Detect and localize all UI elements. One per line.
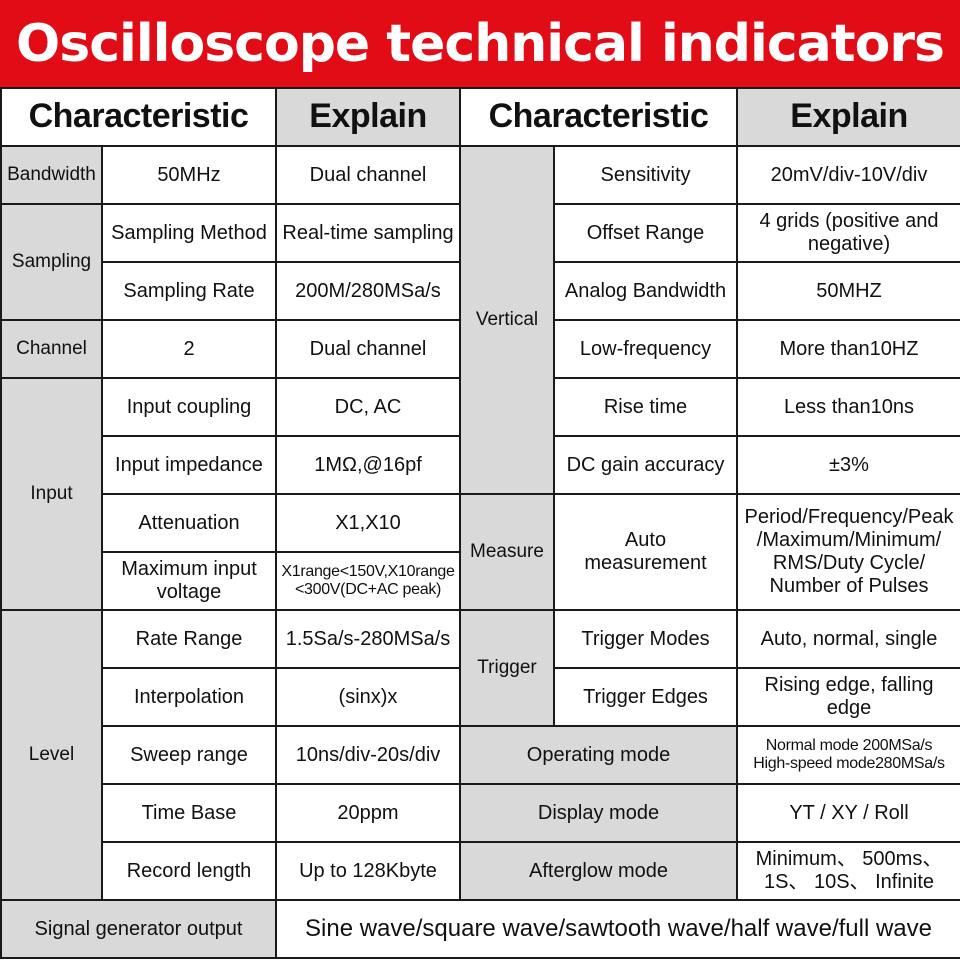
- table-row: Input Input coupling DC, AC Rise time Le…: [0, 377, 960, 611]
- footer-row: Signal generator output Sine wave/square…: [0, 899, 960, 959]
- trigger-modes-explain: Auto, normal, single: [736, 609, 960, 669]
- max-voltage-explain: X1range<150V,X10range <300V(DC+AC peak): [275, 551, 461, 611]
- input-impedance-label: Input impedance: [101, 435, 277, 495]
- category-channel: Channel: [0, 319, 103, 379]
- offset-range-explain: 4 grids (positive and negative): [736, 203, 960, 263]
- measure-explain-line-1: Period/Frequency/Peak: [744, 506, 954, 528]
- trigger-edges-explain: Rising edge, falling edge: [736, 667, 960, 727]
- spec-table: Characteristic Explain Characteristic Ex…: [0, 87, 960, 959]
- dc-gain-explain: ±3%: [736, 435, 960, 495]
- sampling-rate-label: Sampling Rate: [101, 261, 277, 321]
- auto-measurement-label: Auto measurement: [553, 493, 738, 611]
- afterglow-mode-explain: Minimum、 500ms、 1S、 10S、 Infinite: [736, 841, 960, 901]
- offset-range-explain-line-1: 4 grids (positive and: [759, 210, 939, 232]
- category-trigger: Trigger: [459, 609, 555, 727]
- offset-range-explain-line-2: negative): [807, 233, 891, 255]
- table-row: Attenuation X1,X10 Measure Auto measureme…: [1, 493, 960, 611]
- bandwidth-explain: Dual channel: [275, 145, 461, 205]
- table-row: Maximum input voltage X1range<150V,X10ran…: [1, 551, 960, 611]
- category-bandwidth: Bandwidth: [0, 145, 103, 205]
- sensitivity-label: Sensitivity: [553, 145, 738, 205]
- analog-bandwidth-explain: 50MHZ: [736, 261, 960, 321]
- table-row: Sampling Rate 200M/280MSa/s Analog Bandw…: [1, 261, 960, 321]
- trigger-modes-label: Trigger Modes: [553, 609, 738, 669]
- dc-gain-label: DC gain accuracy: [553, 435, 738, 495]
- display-mode-explain: YT / XY / Roll: [736, 783, 960, 843]
- sampling-method-label: Sampling Method: [101, 203, 277, 263]
- page-title: Oscilloscope technical indicators: [16, 13, 945, 74]
- header-characteristic-right: Characteristic: [459, 87, 738, 147]
- measure-explain-line-2: /Maximum/Minimum/: [756, 529, 942, 551]
- sampling-method-explain: Real-time sampling: [275, 203, 461, 263]
- operating-mode-explain-line-2: High-speed mode280MSa/s: [753, 755, 945, 772]
- max-voltage-label-line-1: Maximum input: [121, 558, 257, 580]
- record-length-label: Record length: [101, 841, 277, 901]
- rate-range-explain: 1.5Sa/s-280MSa/s: [275, 609, 461, 669]
- time-base-explain: 20ppm: [275, 783, 461, 843]
- low-frequency-label: Low-frequency: [553, 319, 738, 379]
- table-row: Input impedance 1MΩ,@16pf DC gain accura…: [1, 435, 960, 495]
- afterglow-explain-line-1: Minimum、 500ms、: [755, 848, 943, 870]
- low-frequency-explain: More than10HZ: [736, 319, 960, 379]
- operating-mode-explain-line-1: Normal mode 200MSa/s: [765, 736, 933, 754]
- category-vertical: Vertical: [459, 145, 555, 495]
- category-sampling: Sampling: [0, 203, 103, 321]
- category-level: Level: [0, 609, 103, 901]
- rate-range-label: Rate Range: [101, 609, 277, 669]
- table-row: Channel 2 Dual channel Low-frequency Mor…: [0, 319, 960, 379]
- time-base-label: Time Base: [101, 783, 277, 843]
- category-input: Input: [0, 377, 103, 611]
- input-coupling-explain: DC, AC: [275, 377, 461, 437]
- record-length-explain: Up to 128Kbyte: [275, 841, 461, 901]
- afterglow-mode-label: Afterglow mode: [459, 841, 738, 901]
- sweep-range-label: Sweep range: [101, 725, 277, 785]
- attenuation-label: Attenuation: [101, 493, 277, 553]
- header-explain-right: Explain: [736, 87, 960, 147]
- channel-value: 2: [101, 319, 277, 379]
- table-row: Level Rate Range 1.5Sa/s-280MSa/s Trigge…: [0, 609, 960, 901]
- table-row: Record length Up to 128Kbyte Afterglow m…: [1, 841, 960, 901]
- interpolation-explain: (sinx)x: [275, 667, 461, 727]
- table-row: Time Base 20ppm Display mode YT / XY / R…: [1, 783, 960, 843]
- table-row: Sweep range 10ns/div-20s/div Operating m…: [1, 725, 960, 785]
- table-row: Interpolation (sinx)x Trigger Edges Risi…: [1, 667, 960, 727]
- offset-range-label: Offset Range: [553, 203, 738, 263]
- display-mode-label: Display mode: [459, 783, 738, 843]
- interpolation-label: Interpolation: [101, 667, 277, 727]
- max-voltage-label-line-2: voltage: [156, 581, 222, 603]
- max-voltage-explain-line-1: X1range<150V,X10range: [281, 562, 455, 580]
- auto-measurement-label-line-1: Auto: [624, 529, 667, 551]
- title-banner: Oscilloscope technical indicators: [0, 0, 960, 87]
- header-characteristic-left: Characteristic: [0, 87, 277, 147]
- header-explain-left: Explain: [275, 87, 461, 147]
- max-voltage-explain-line-2: <300V(DC+AC peak): [294, 581, 442, 598]
- auto-measurement-label-line-2: measurement: [584, 552, 707, 574]
- operating-mode-label: Operating mode: [459, 725, 738, 785]
- header-row: Characteristic Explain Characteristic Ex…: [0, 87, 960, 147]
- afterglow-explain-line-2: 1S、 10S、 Infinite: [763, 871, 935, 893]
- bandwidth-value: 50MHz: [101, 145, 277, 205]
- auto-measurement-explain: Period/Frequency/Peak/Maximum/Minimum/RM…: [736, 493, 960, 611]
- signal-generator-value: Sine wave/square wave/sawtooth wave/half…: [275, 899, 960, 959]
- sweep-range-explain: 10ns/div-20s/div: [275, 725, 461, 785]
- analog-bandwidth-label: Analog Bandwidth: [553, 261, 738, 321]
- channel-explain: Dual channel: [275, 319, 461, 379]
- input-impedance-explain: 1MΩ,@16pf: [275, 435, 461, 495]
- table-row: Bandwidth 50MHz Dual channel Vertical Se…: [0, 145, 960, 495]
- measure-explain-line-4: Number of Pulses: [769, 575, 929, 597]
- sensitivity-explain: 20mV/div-10V/div: [736, 145, 960, 205]
- trigger-edges-label: Trigger Edges: [553, 667, 738, 727]
- rise-time-explain: Less than10ns: [736, 377, 960, 437]
- signal-generator-label: Signal generator output: [0, 899, 277, 959]
- rise-time-label: Rise time: [553, 377, 738, 437]
- max-voltage-label: Maximum input voltage: [101, 551, 277, 611]
- measure-explain-line-3: RMS/Duty Cycle/: [772, 552, 926, 574]
- attenuation-explain: X1,X10: [275, 493, 461, 553]
- operating-mode-explain: Normal mode 200MSa/s High-speed mode280MS…: [736, 725, 960, 785]
- category-measure: Measure: [459, 493, 555, 611]
- table-row: Sampling Sampling Method Real-time sampl…: [0, 203, 960, 321]
- input-coupling-label: Input coupling: [101, 377, 277, 437]
- sampling-rate-explain: 200M/280MSa/s: [275, 261, 461, 321]
